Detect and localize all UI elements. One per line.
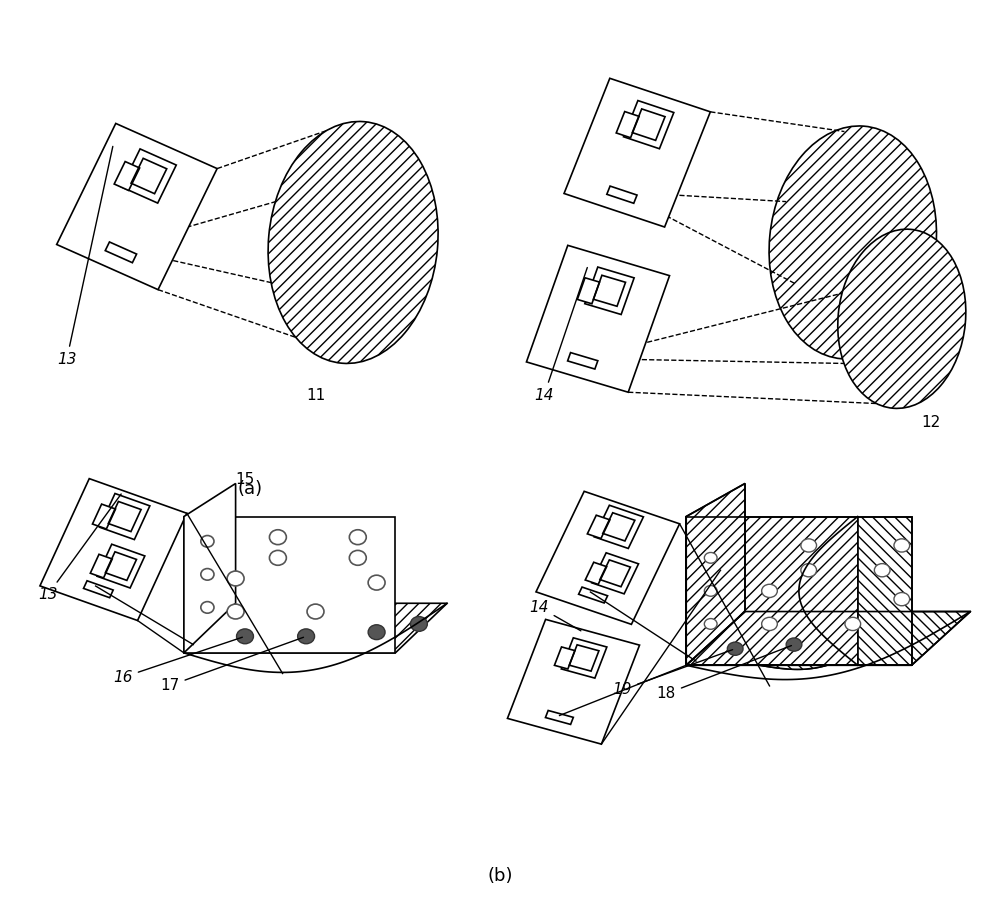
Polygon shape [585, 562, 607, 585]
Polygon shape [84, 581, 113, 598]
Polygon shape [564, 78, 710, 227]
Text: 11: 11 [306, 388, 325, 402]
Polygon shape [858, 516, 912, 665]
Text: 19: 19 [613, 649, 733, 697]
Polygon shape [536, 491, 680, 624]
Polygon shape [97, 544, 145, 588]
Circle shape [894, 539, 910, 552]
Circle shape [801, 539, 817, 552]
Polygon shape [686, 516, 858, 665]
Ellipse shape [268, 121, 438, 364]
Polygon shape [90, 554, 112, 578]
Polygon shape [686, 483, 745, 665]
Polygon shape [105, 242, 137, 263]
Circle shape [201, 602, 214, 613]
Text: 17: 17 [160, 638, 303, 693]
Polygon shape [616, 111, 639, 137]
Circle shape [201, 535, 214, 547]
Polygon shape [607, 186, 637, 203]
Text: 12: 12 [922, 415, 941, 429]
Circle shape [704, 619, 717, 629]
Polygon shape [184, 483, 236, 653]
Circle shape [786, 638, 802, 651]
Polygon shape [594, 506, 643, 549]
Text: 13: 13 [38, 494, 121, 603]
Circle shape [269, 550, 286, 565]
Polygon shape [507, 620, 640, 744]
Text: 16: 16 [113, 638, 242, 685]
Circle shape [762, 585, 777, 597]
Polygon shape [100, 494, 150, 540]
Polygon shape [184, 516, 395, 653]
Polygon shape [114, 162, 140, 190]
Circle shape [874, 564, 890, 577]
Polygon shape [561, 638, 607, 678]
Polygon shape [545, 710, 573, 725]
Text: (a): (a) [237, 480, 263, 498]
Text: 14: 14 [529, 600, 581, 630]
Polygon shape [554, 647, 575, 669]
Circle shape [201, 568, 214, 580]
Circle shape [349, 530, 366, 544]
Circle shape [845, 617, 861, 630]
Polygon shape [686, 612, 907, 669]
Circle shape [237, 629, 253, 644]
Circle shape [410, 617, 427, 631]
Polygon shape [587, 515, 610, 539]
Text: 14: 14 [534, 268, 587, 402]
Circle shape [227, 571, 244, 585]
Circle shape [349, 550, 366, 565]
Ellipse shape [838, 229, 966, 409]
Circle shape [727, 642, 743, 656]
Circle shape [762, 617, 777, 630]
Text: 18: 18 [657, 646, 791, 701]
Ellipse shape [769, 126, 937, 359]
Polygon shape [184, 603, 447, 653]
Circle shape [704, 585, 717, 596]
Polygon shape [57, 123, 217, 290]
Circle shape [368, 576, 385, 590]
Circle shape [307, 604, 324, 619]
Circle shape [269, 530, 286, 544]
Polygon shape [745, 612, 970, 669]
Polygon shape [624, 101, 674, 149]
Circle shape [801, 564, 817, 577]
Polygon shape [121, 149, 176, 203]
Polygon shape [526, 245, 670, 392]
Text: (b): (b) [487, 867, 513, 885]
Circle shape [894, 593, 910, 606]
Polygon shape [577, 277, 600, 304]
Circle shape [227, 604, 244, 619]
Polygon shape [92, 504, 116, 529]
Polygon shape [568, 353, 598, 369]
Text: 13: 13 [57, 146, 113, 366]
Circle shape [298, 629, 315, 644]
Circle shape [368, 625, 385, 639]
Polygon shape [579, 587, 608, 603]
Circle shape [704, 552, 717, 563]
Polygon shape [40, 479, 187, 621]
Text: 15: 15 [235, 471, 255, 487]
Polygon shape [585, 267, 634, 314]
Polygon shape [592, 553, 639, 594]
